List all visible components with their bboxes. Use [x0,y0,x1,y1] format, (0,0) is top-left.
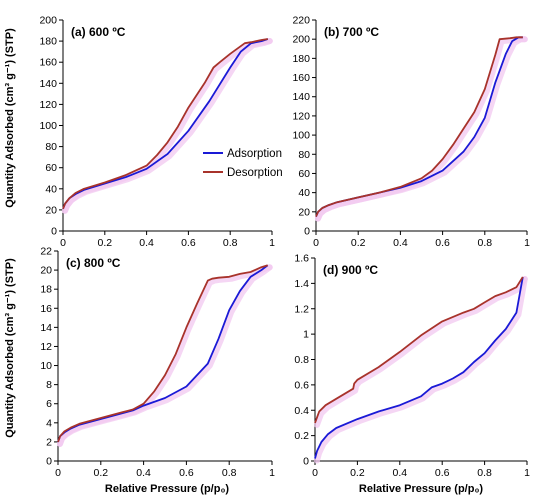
y-tick-label: 16 [40,303,52,315]
series-shadow-adsorption [314,276,528,464]
series-line-adsorption [57,264,269,443]
series-line-desorption [57,264,268,443]
y-tick-label: 0.8 [294,354,309,366]
x-tick-label: 0.6 [179,467,194,479]
x-axis-title-left: Relative Pressure (p/p₀) [105,483,230,495]
y-tick-label: 0.4 [294,405,309,417]
y-tick-label: 4 [46,417,52,429]
legend: Adsorption Desorption [203,148,283,179]
x-tick-label: 0.8 [477,237,492,249]
legend-label-adsorption: Adsorption [227,148,282,160]
series-shadow-desorption [315,36,528,222]
panel-label: (a) 600 ºC [71,25,126,39]
y-tick-label: 80 [298,149,310,161]
y-tick-label: 2 [46,436,52,448]
x-tick-label: 1 [269,467,275,479]
x-tick-label: 0 [60,237,66,249]
y-tick-label: 60 [298,168,310,180]
y-tick-label: 140 [39,78,57,90]
panel-1: 0 20 40 60 80 100 120 140 160 180 200 0 0.2 0.4 0.6 0.8… [39,15,275,250]
y-tick-label: 14 [40,322,52,334]
y-tick-label: 160 [39,57,57,69]
x-tick-label: 0.2 [93,467,108,479]
y-tick-label: 8 [46,379,52,391]
y-tick-label: 120 [292,110,310,122]
series-shadow-desorption [62,38,273,214]
y-tick-label: 0 [46,456,52,468]
y-tick-label: 0 [51,226,57,238]
y-axis-title-bottom: Quantity Adsorbed (cm³ g⁻¹) (STP) [4,258,16,438]
y-tick-label: 20 [40,265,52,277]
y-tick-label: 1.6 [294,253,309,265]
y-tick-label: 20 [45,204,57,216]
y-tick-label: 200 [292,34,310,46]
x-tick-label: 1 [269,237,275,249]
x-tick-label: 0.6 [181,237,196,249]
x-tick-label: 0.4 [392,467,407,479]
x-tick-label: 0.8 [223,237,238,249]
x-tick-label: 0.4 [393,237,408,249]
x-tick-label: 1 [524,467,530,479]
y-tick-label: 180 [39,36,57,48]
x-tick-label: 0.4 [136,467,151,479]
x-tick-label: 0.2 [351,237,366,249]
y-tick-label: 160 [292,72,310,84]
y-tick-label: 180 [292,53,310,65]
y-tick-label: 1 [303,329,309,341]
y-tick-label: 200 [39,15,57,27]
y-tick-label: 40 [298,187,310,199]
panel-label: (c) 800 ºC [66,256,121,270]
y-tick-label: 100 [292,130,310,142]
y-tick-label: 18 [40,284,52,296]
y-tick-label: 0.6 [294,379,309,391]
y-tick-label: 10 [40,360,52,372]
x-tick-label: 1 [524,237,530,249]
y-tick-label: 40 [45,183,57,195]
y-tick-label: 140 [292,91,310,103]
panel-4: 0 0.2 0.4 0.6 0.8 1 1.2 1.4 1.6 0 0.2 0.4 0.6 0.8 1 (d)… [294,253,530,480]
x-tick-label: 0.8 [222,467,237,479]
x-axis-title-right: Relative Pressure (p/p₀) [359,483,484,495]
series-shadow-desorption [57,264,273,447]
x-tick-label: 0 [55,467,61,479]
x-tick-label: 0 [312,467,318,479]
y-tick-label: 0 [303,456,309,468]
x-tick-label: 0.4 [139,237,154,249]
panel-3: 0 2 4 6 8 10 12 14 16 18 20 22 0 0.2 0.4 0.6 0.8 1 (c) 800… [40,246,275,480]
y-tick-label: 0.2 [294,430,309,442]
panel-label: (d) 900 ºC [323,263,378,277]
y-tick-label: 12 [40,341,52,353]
x-tick-label: 0 [313,237,319,249]
series-line-desorption [62,38,268,210]
y-axis-title-top: Quantity Adsorbed (cm³ g⁻¹) (STP) [4,28,16,208]
y-tick-label: 120 [39,99,57,111]
series-line-desorption [315,36,523,217]
y-tick-label: 80 [45,141,57,153]
y-tick-label: 100 [39,120,57,132]
series-line-desorption [314,276,524,424]
y-tick-label: 20 [298,206,310,218]
x-tick-label: 0.8 [477,467,492,479]
y-tick-label: 0 [304,226,310,238]
y-tick-label: 6 [46,398,52,410]
y-tick-label: 1.4 [294,278,309,290]
legend-label-desorption: Desorption [227,167,283,179]
x-tick-label: 0.6 [435,237,450,249]
series-shadow-desorption [314,276,528,428]
x-tick-label: 0.2 [350,467,365,479]
panel-label: (b) 700 ºC [324,25,379,39]
y-tick-label: 22 [40,246,52,258]
y-tick-label: 220 [292,15,310,27]
x-tick-label: 0.2 [97,237,112,249]
x-tick-label: 0.6 [435,467,450,479]
y-tick-label: 60 [45,162,57,174]
y-tick-label: 1.2 [294,303,309,315]
series-line-adsorption [314,276,524,459]
panel-2: 0 20 40 60 80 100 120 140 160 180 200 220 0 0.2 0.4 0.6… [292,15,530,250]
